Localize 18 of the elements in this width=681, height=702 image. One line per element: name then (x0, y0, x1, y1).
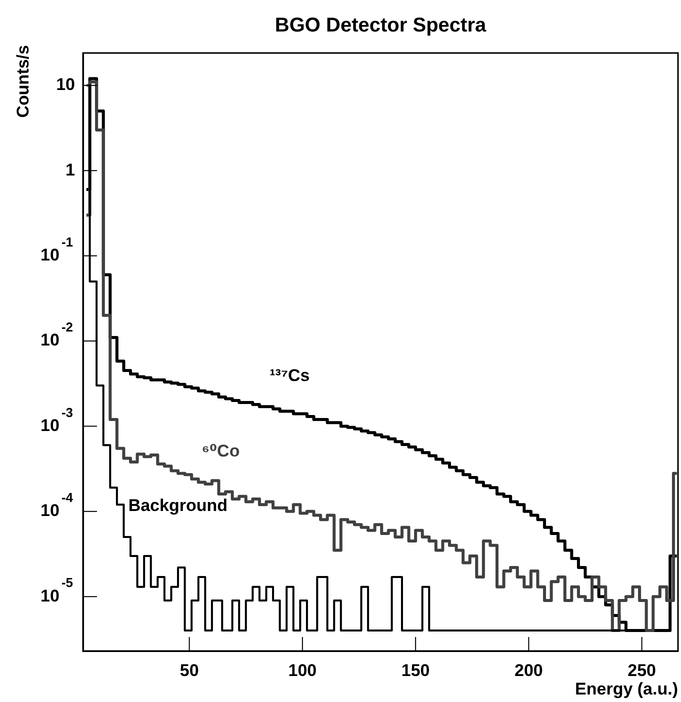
x-tick-label: 200 (514, 660, 543, 680)
y-axis-title: Counts/s (14, 45, 33, 118)
y-tick-label: 10-3 (40, 404, 74, 435)
y-tick-label: 10-4 (40, 490, 74, 520)
y-tick-label: 1 (66, 160, 76, 180)
y-tick-label: 10 (56, 75, 76, 94)
series-label: Background (128, 496, 228, 515)
y-tick-label: 10-5 (40, 575, 74, 606)
series-label: ⁶⁰Co (202, 441, 240, 460)
x-tick-label: 150 (401, 660, 430, 680)
chart-title: BGO Detector Spectra (274, 14, 487, 37)
x-tick-label: 100 (288, 660, 317, 680)
series-label: ¹³⁷Cs (270, 366, 310, 385)
y-tick-label: 10-2 (40, 320, 74, 350)
x-tick-label: 250 (628, 660, 656, 680)
x-tick-label: 50 (180, 660, 199, 680)
y-tick-label: 10-1 (40, 234, 74, 264)
x-axis-title: Energy (a.u.) (575, 680, 678, 699)
